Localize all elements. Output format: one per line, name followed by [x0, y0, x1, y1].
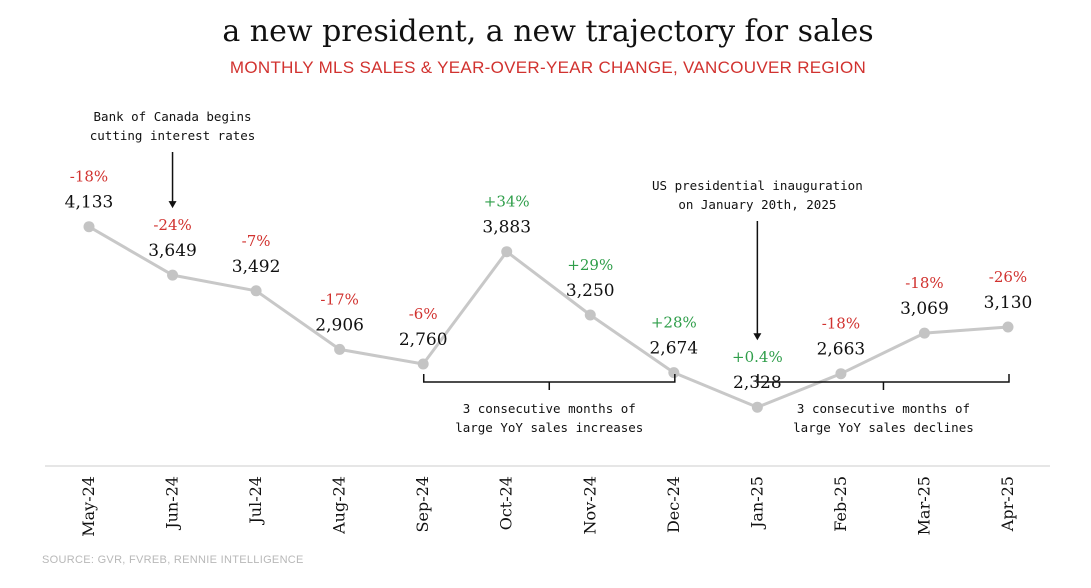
annotation-layer: Bank of Canada begins cutting interest ra…	[90, 109, 1010, 435]
yoy-change-label: -17%	[320, 290, 358, 308]
data-point	[501, 246, 513, 258]
value-label: 2,328	[733, 373, 782, 393]
data-point	[334, 343, 346, 355]
x-tick-label: Jun-24	[163, 476, 182, 531]
data-point	[918, 327, 930, 339]
yoy-change-label: +34%	[484, 193, 530, 211]
value-label: 2,760	[399, 330, 448, 350]
x-tick-label: Mar-25	[914, 476, 933, 535]
chart-subtitle: MONTHLY MLS SALES & YEAR-OVER-YEAR CHANG…	[230, 58, 866, 77]
annotation-text: Bank of Canada begins	[94, 109, 252, 124]
x-axis-ticks: May-24 Jun-24 Jul-24 Aug-24 Sep-24 Oct-24 Nov-…	[79, 476, 1017, 537]
value-label: 4,133	[65, 193, 114, 213]
yoy-change-label: -6%	[409, 305, 438, 323]
annotation-arrow-head	[753, 333, 762, 341]
data-point	[83, 221, 95, 233]
data-point	[167, 269, 179, 281]
x-tick-label: Oct-24	[497, 476, 516, 530]
annotation-text: US presidential inauguration	[652, 178, 863, 193]
bracket-text: 3 consecutive months of	[797, 401, 970, 416]
value-label: 2,674	[649, 339, 698, 359]
bracket	[757, 374, 1010, 390]
value-label: 3,069	[900, 299, 949, 319]
value-label: 3,649	[148, 241, 197, 261]
data-point	[751, 401, 763, 413]
annotation-text: cutting interest rates	[90, 128, 256, 143]
x-tick-label: Dec-24	[664, 476, 683, 533]
bracket-text: large YoY sales increases	[455, 420, 643, 435]
value-label: 3,250	[566, 281, 615, 301]
yoy-change-label: -7%	[242, 232, 271, 250]
x-tick-label: May-24	[79, 476, 98, 537]
x-tick-label: Aug-24	[330, 476, 349, 535]
x-tick-label: Jul-24	[246, 476, 265, 526]
yoy-change-label: +29%	[567, 256, 613, 274]
value-label: 2,663	[817, 340, 866, 360]
yoy-change-label: +28%	[651, 314, 697, 332]
yoy-change-label: -18%	[822, 315, 860, 333]
x-tick-label: Apr-25	[998, 476, 1017, 532]
x-tick-label: Sep-24	[413, 476, 432, 532]
annotation-arrow-head	[168, 201, 177, 209]
data-point	[835, 368, 847, 380]
bracket-text: large YoY sales declines	[793, 420, 974, 435]
annotation-text: on January 20th, 2025	[678, 197, 836, 212]
value-label: 3,883	[482, 218, 531, 238]
data-point	[250, 285, 262, 297]
x-tick-label: Jan-25	[747, 476, 766, 530]
yoy-change-label: -18%	[70, 168, 108, 186]
chart-title: a new president, a new trajectory for sa…	[222, 14, 873, 49]
yoy-change-label: -26%	[989, 268, 1027, 286]
x-tick-label: Nov-24	[580, 476, 599, 534]
series-layer: 4,133 -18% 3,649 -24% 3,492 -7% 2,906 -17% 2,760…	[65, 168, 1033, 413]
series-line	[87, 225, 1010, 409]
source-note: SOURCE: GVR, FVREB, RENNIE INTELLIGENCE	[42, 554, 304, 566]
data-point	[417, 358, 429, 370]
x-tick-label: Feb-25	[831, 476, 850, 532]
value-label: 2,906	[315, 315, 364, 335]
yoy-change-label: +0.4%	[732, 348, 783, 366]
bracket-text: 3 consecutive months of	[463, 401, 636, 416]
value-label: 3,492	[232, 257, 281, 277]
data-point	[1002, 321, 1014, 333]
value-label: 3,130	[984, 293, 1033, 313]
data-point	[668, 367, 680, 379]
bracket	[422, 374, 676, 390]
yoy-change-label: -24%	[153, 216, 191, 234]
yoy-change-label: -18%	[905, 274, 943, 292]
data-point	[584, 309, 596, 321]
